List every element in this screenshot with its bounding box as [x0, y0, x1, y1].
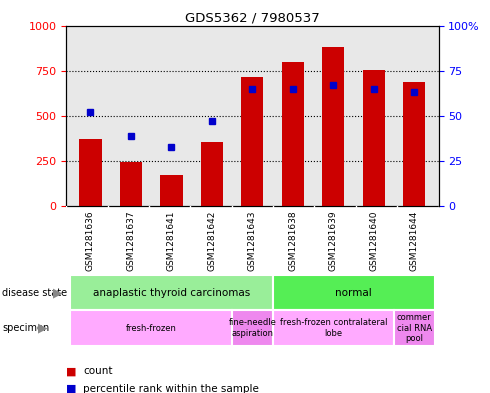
Bar	[120, 162, 142, 206]
Text: GSM1281642: GSM1281642	[207, 211, 217, 271]
Bar	[272, 310, 394, 346]
Title: GDS5362 / 7980537: GDS5362 / 7980537	[185, 11, 319, 24]
Text: commer
cial RNA
pool: commer cial RNA pool	[397, 313, 432, 343]
Text: disease state: disease state	[2, 288, 68, 298]
Text: fresh-frozen: fresh-frozen	[126, 324, 176, 332]
Bar	[70, 275, 272, 310]
Bar	[322, 47, 344, 206]
Bar	[363, 70, 385, 206]
Bar	[394, 310, 435, 346]
Bar	[79, 140, 101, 206]
Bar	[241, 77, 264, 206]
Text: ▶: ▶	[53, 286, 63, 299]
Text: GSM1281643: GSM1281643	[248, 211, 257, 271]
Bar	[201, 142, 223, 206]
Bar	[70, 310, 232, 346]
Bar	[282, 62, 304, 206]
Text: normal: normal	[335, 288, 372, 298]
Text: ■: ■	[66, 384, 76, 393]
Text: GSM1281637: GSM1281637	[126, 210, 135, 271]
Text: specimen: specimen	[2, 323, 49, 333]
Bar	[272, 275, 435, 310]
Text: ■: ■	[66, 366, 76, 376]
Text: GSM1281639: GSM1281639	[329, 210, 338, 271]
Bar	[403, 83, 425, 206]
Text: GSM1281640: GSM1281640	[369, 211, 378, 271]
Bar	[232, 310, 272, 346]
Text: anaplastic thyroid carcinomas: anaplastic thyroid carcinomas	[93, 288, 250, 298]
Text: ▶: ▶	[38, 321, 48, 335]
Text: GSM1281638: GSM1281638	[288, 210, 297, 271]
Text: GSM1281644: GSM1281644	[410, 211, 419, 271]
Text: fine-needle
aspiration: fine-needle aspiration	[228, 318, 276, 338]
Bar	[160, 174, 183, 206]
Text: fresh-frozen contralateral
lobe: fresh-frozen contralateral lobe	[280, 318, 387, 338]
Text: GSM1281636: GSM1281636	[86, 210, 95, 271]
Text: count: count	[83, 366, 113, 376]
Text: GSM1281641: GSM1281641	[167, 211, 176, 271]
Text: percentile rank within the sample: percentile rank within the sample	[83, 384, 259, 393]
